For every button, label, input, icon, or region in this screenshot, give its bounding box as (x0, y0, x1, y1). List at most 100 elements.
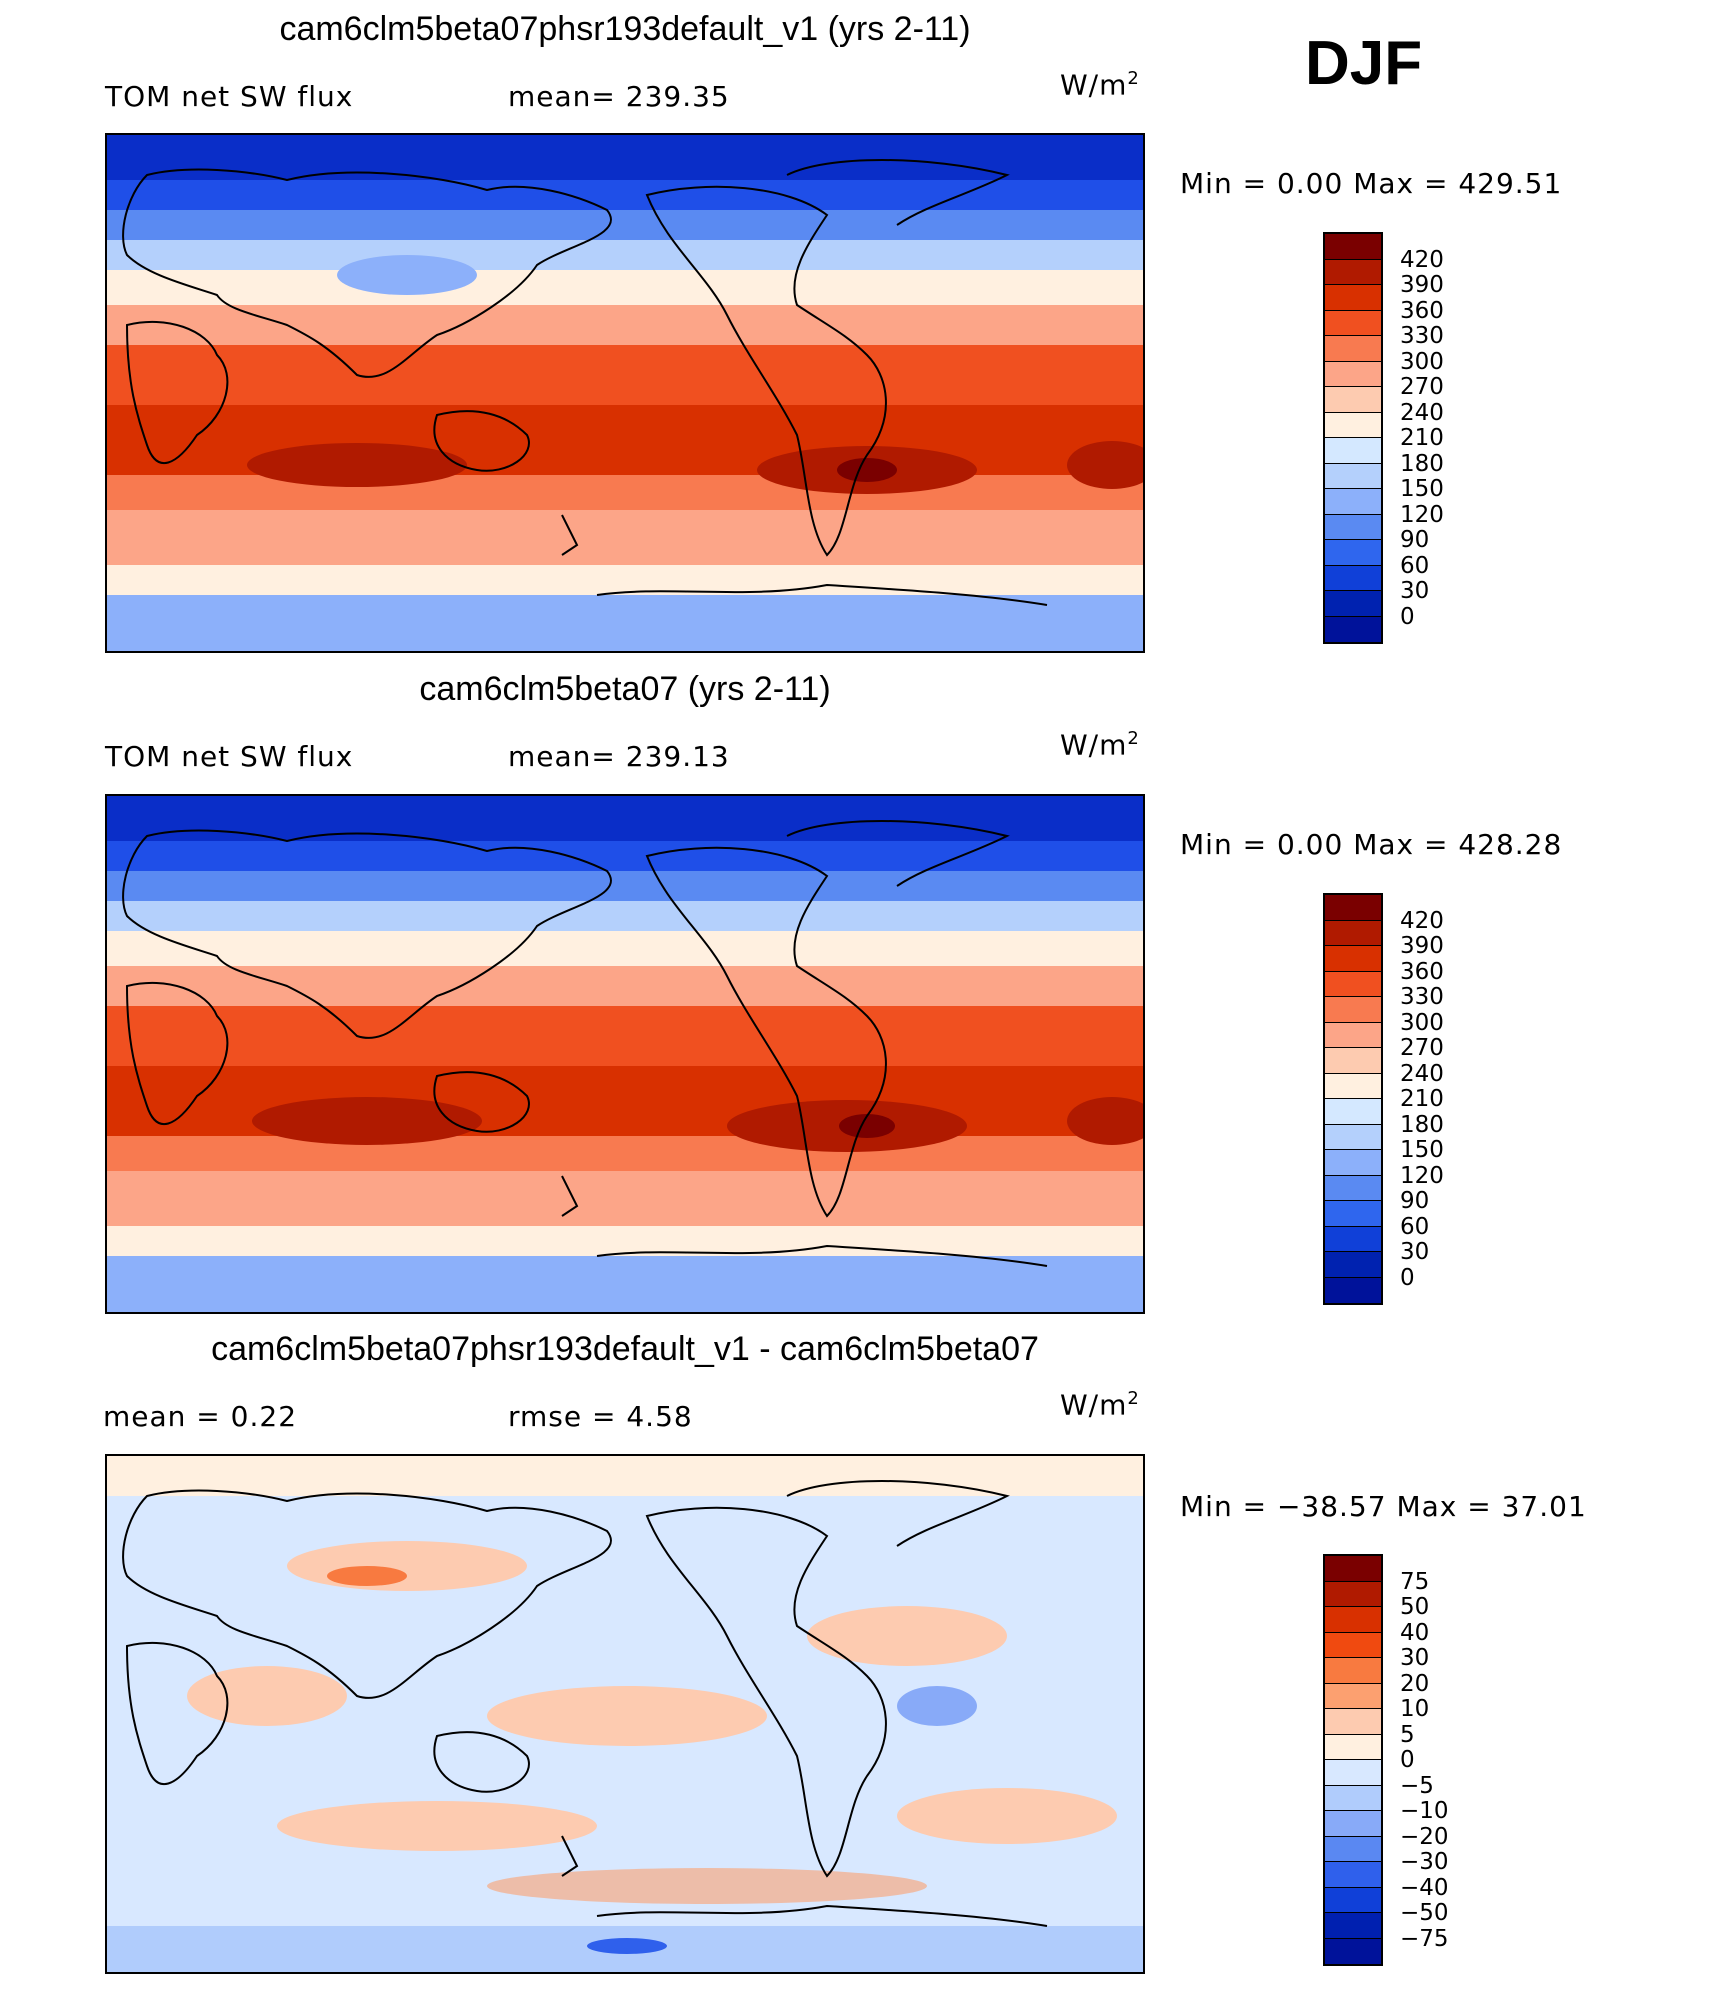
band-antarctic (107, 595, 1143, 651)
panel2-units-exp: 2 (1127, 728, 1140, 749)
colorbar-segment (1325, 514, 1381, 540)
colorbar-segment (1325, 1836, 1381, 1862)
colorbar-tick-label: 180 (1400, 1111, 1444, 1138)
panel3-mean-label: mean = 0.22 (103, 1400, 298, 1433)
band-tropic (107, 1006, 1143, 1066)
colorbar-segment (1325, 1632, 1381, 1658)
colorbar-tick-label: 180 (1400, 450, 1444, 477)
blob-pacific-pos (487, 1686, 767, 1746)
blob-south-pacific-max (839, 1114, 895, 1138)
colorbar-tick-label: −5 (1400, 1772, 1434, 1799)
colorbar-segment (1325, 285, 1381, 311)
colorbar-segment (1325, 1277, 1381, 1303)
panel2-units: W/m2 (1060, 728, 1140, 761)
colorbar-tick-label: 330 (1400, 323, 1444, 349)
colorbar-segment (1325, 895, 1381, 921)
panel3-map-svg (107, 1456, 1143, 1972)
blob-satlantic-pos (897, 1788, 1117, 1844)
colorbar-segment (1325, 1150, 1381, 1176)
colorbar-tick-label: 270 (1400, 1035, 1444, 1061)
band-subtropic-n (107, 305, 1143, 345)
colorbar-tick-label: 420 (1400, 246, 1444, 273)
colorbar-segment (1325, 1201, 1381, 1227)
band-subarctic (107, 180, 1143, 210)
colorbar-segment (1325, 438, 1381, 464)
blob-asia-low (337, 255, 477, 295)
colorbar-tick-label: 420 (1400, 907, 1444, 934)
blob-south-atlantic (1067, 1097, 1143, 1145)
colorbar-tick-label: 30 (1400, 578, 1430, 604)
panel3-title: cam6clm5beta07phsr193default_v1 - cam6cl… (211, 1330, 1039, 1368)
colorbar-tick-label: 0 (1400, 1264, 1415, 1291)
panel2-title: cam6clm5beta07 (yrs 2-11) (419, 670, 831, 708)
band-midlat-s (107, 510, 1143, 565)
colorbar-tick-label: −10 (1400, 1798, 1449, 1824)
colorbar-segment (1325, 616, 1381, 642)
colorbar-tick-label: −75 (1400, 1925, 1449, 1952)
colorbar-segment (1325, 1734, 1381, 1760)
colorbar-segment (1325, 1913, 1381, 1939)
colorbar-tick-label: 120 (1400, 501, 1444, 528)
colorbar-tick-label: 30 (1400, 1645, 1430, 1671)
colorbar-segment (1325, 591, 1381, 617)
panel2-map-svg (107, 796, 1143, 1312)
panel3-units-base: W/m (1060, 1388, 1128, 1422)
blob-antarctic-neg (587, 1938, 667, 1954)
panel1-units-exp: 2 (1127, 68, 1140, 89)
panel3-colorbar (1323, 1554, 1383, 1966)
panel1-mean-label: mean= 239.35 (508, 80, 730, 113)
colorbar-segment (1325, 920, 1381, 946)
blob-africa-pos (187, 1666, 347, 1726)
band-highlat (107, 210, 1143, 240)
colorbar-segment (1325, 489, 1381, 515)
blob-samerica-neg (897, 1686, 977, 1726)
colorbar-segment (1325, 234, 1381, 260)
panel1-variable-label: TOM net SW flux (105, 80, 354, 113)
coastlines (122, 1480, 1048, 1927)
colorbar-segment (1325, 1252, 1381, 1278)
colorbar-tick-label: 390 (1400, 933, 1444, 959)
colorbar-tick-label: −50 (1400, 1900, 1449, 1926)
colorbar-tick-label: −20 (1400, 1823, 1449, 1850)
panel2-minmax: Min = 0.00 Max = 428.28 (1180, 828, 1563, 861)
colorbar-tick-label: 20 (1400, 1670, 1430, 1697)
colorbar-tick-label: −40 (1400, 1874, 1449, 1901)
colorbar-tick-label: 60 (1400, 552, 1430, 579)
panel1-map-svg (107, 135, 1143, 651)
panel3-units-exp: 2 (1127, 1388, 1140, 1409)
colorbar-tick-label: 90 (1400, 527, 1430, 553)
colorbar-tick-label: 360 (1400, 958, 1444, 985)
band-subtropic-s (107, 475, 1143, 510)
colorbar-tick-label: 150 (1400, 1137, 1444, 1163)
colorbar-segment (1325, 336, 1381, 362)
colorbar-tick-label: 10 (1400, 1696, 1430, 1722)
band-midlat-n (107, 240, 1143, 270)
colorbar-tick-label: 30 (1400, 1239, 1430, 1265)
band-tropic (107, 345, 1143, 405)
colorbar-segment (1325, 1683, 1381, 1709)
colorbar-tick-label: 50 (1400, 1594, 1430, 1620)
season-label: DJF (1305, 29, 1423, 98)
colorbar-segment (1325, 1785, 1381, 1811)
panel1-title: cam6clm5beta07phsr193default_v1 (yrs 2-1… (279, 10, 971, 48)
band-arctic (107, 796, 1143, 841)
colorbar-tick-label: 270 (1400, 374, 1444, 400)
colorbar-segment (1325, 1556, 1381, 1582)
colorbar-segment (1325, 1709, 1381, 1735)
colorbar-segment (1325, 946, 1381, 972)
blob-southern-ocean (487, 1868, 927, 1904)
band-temperate-s (107, 1226, 1143, 1256)
blob-indian-ocean (247, 443, 467, 487)
colorbar-tick-label: −30 (1400, 1849, 1449, 1875)
panel1-minmax: Min = 0.00 Max = 429.51 (1180, 167, 1563, 200)
colorbar-segment (1325, 361, 1381, 387)
colorbar-tick-label: 75 (1400, 1568, 1430, 1595)
band-arctic (107, 1456, 1143, 1496)
colorbar-segment (1325, 412, 1381, 438)
band-subarctic (107, 841, 1143, 871)
colorbar-tick-label: 240 (1400, 1060, 1444, 1087)
band-midlat-s (107, 1171, 1143, 1226)
colorbar-tick-label: 60 (1400, 1213, 1430, 1240)
band-antarctic (107, 1256, 1143, 1312)
colorbar-segment (1325, 463, 1381, 489)
